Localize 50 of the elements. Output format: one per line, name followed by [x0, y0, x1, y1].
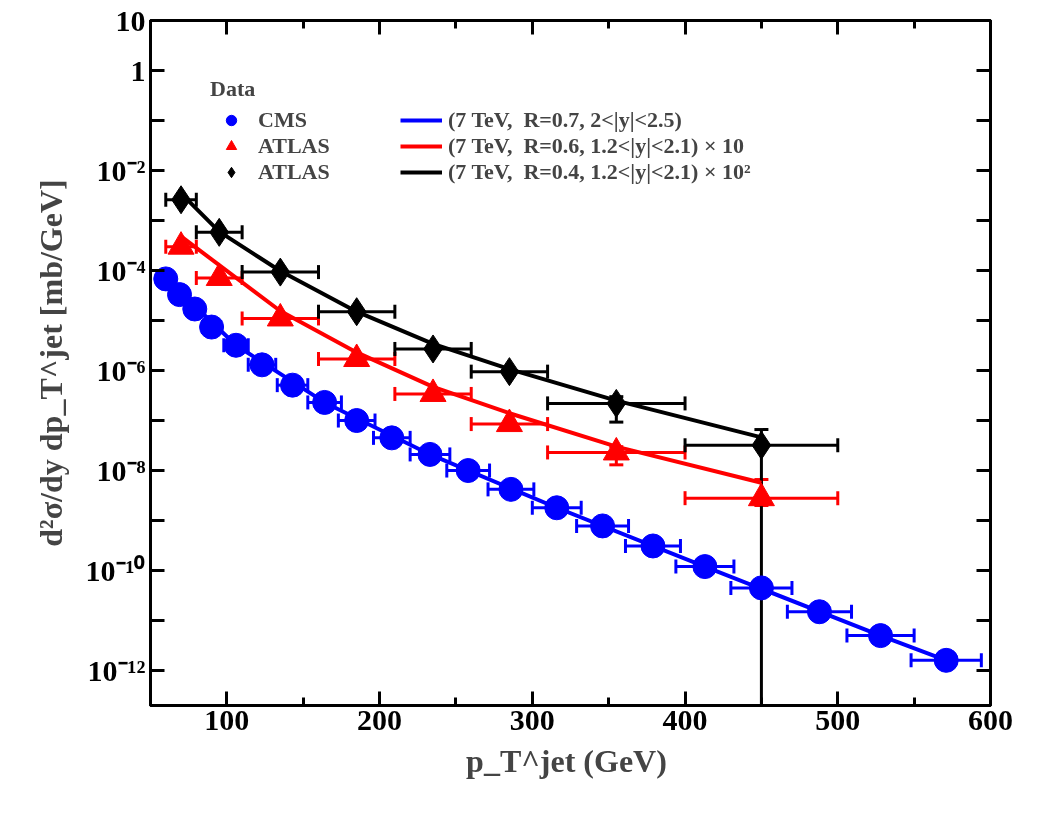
point [379, 425, 405, 451]
point [417, 441, 443, 467]
y-tick-label: 10⁻⁸ [96, 454, 146, 488]
point [344, 408, 370, 434]
point [280, 372, 306, 398]
point [692, 554, 718, 580]
y-tick-label: 10⁻⁴ [96, 254, 146, 288]
y-axis-title: d²σ/dy dp_T^jet [mb/GeV] [32, 179, 69, 547]
point [209, 217, 230, 247]
x-tick-label: 200 [357, 702, 403, 736]
point [748, 575, 774, 601]
legend-title: Data [210, 76, 257, 102]
point [499, 357, 520, 387]
x-tick-label: 500 [815, 702, 861, 736]
legend-label: ATLAS [258, 133, 330, 159]
point [498, 476, 524, 502]
legend-label: (7 TeV, R=0.6, 1.2<|y|<2.1) × 10 [448, 133, 744, 159]
y-tick-label: 10⁻¹⁰ [85, 554, 146, 588]
point [182, 296, 208, 322]
x-tick-label: 400 [662, 702, 708, 736]
legend-label: CMS [258, 107, 307, 133]
y-tick-label: 10⁻⁶ [96, 354, 146, 388]
legend-label: (7 TeV, R=0.7, 2<|y|<2.5) [448, 107, 682, 133]
point [806, 599, 832, 625]
point [346, 297, 367, 327]
point [312, 389, 338, 415]
point [751, 430, 772, 460]
point [606, 388, 627, 418]
point [590, 513, 616, 539]
legend-label: (7 TeV, R=0.4, 1.2<|y|<2.1) × 10² [448, 159, 751, 185]
x-tick-label: 600 [968, 702, 1013, 736]
point [153, 266, 179, 292]
point [223, 332, 249, 358]
point [640, 533, 666, 559]
point [868, 623, 894, 649]
y-tick-label: 10⁻¹² [87, 654, 146, 688]
point [270, 257, 291, 287]
point [933, 647, 959, 673]
point [544, 495, 570, 521]
point [167, 282, 193, 308]
legend-label: ATLAS [258, 159, 330, 185]
x-tick-label: 300 [509, 702, 555, 736]
point [455, 458, 481, 484]
point [249, 352, 275, 378]
x-axis-title: p_T^jet (GeV) [466, 742, 667, 779]
y-tick-label: 1 [130, 54, 146, 87]
y-tick-label: 10⁻² [96, 154, 146, 188]
y-tick-label: 10 [115, 4, 146, 37]
point [199, 314, 225, 340]
x-tick-label: 100 [204, 702, 250, 736]
